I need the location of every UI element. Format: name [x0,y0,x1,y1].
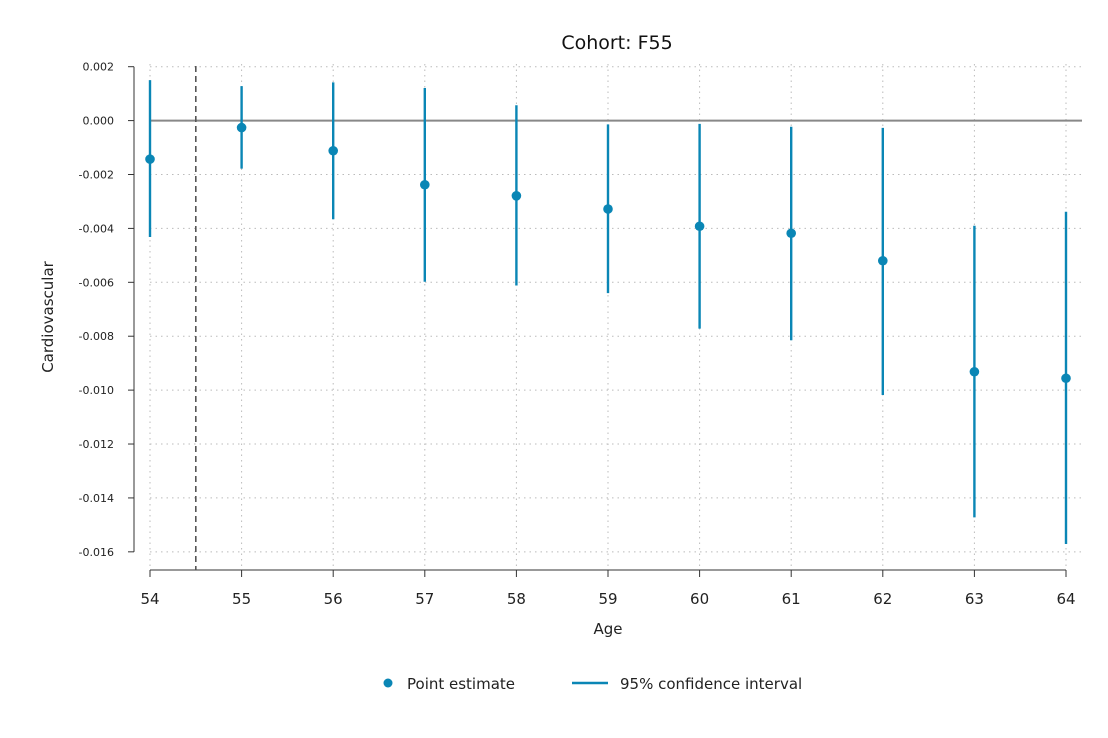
y-tick-label: -0.006 [79,276,114,289]
x-tick-label: 55 [232,590,251,608]
legend-interval-label: 95% confidence interval [620,675,802,693]
y-tick-label: -0.016 [79,546,114,559]
point-estimate-marker [603,204,613,214]
x-tick-label: 60 [690,590,709,608]
point-estimate-marker [786,228,796,239]
legend: Point estimate 95% confidence interval [383,675,802,693]
x-tick-label: 58 [507,590,526,608]
point-estimate-marker [236,122,247,133]
chart-title: Cohort: F55 [561,32,672,54]
point-estimate-marker [878,255,888,266]
y-tick-label: -0.002 [79,169,114,182]
point-estimate-marker [694,221,705,232]
y-tick-label: -0.010 [79,384,114,397]
x-tick-label: 64 [1056,590,1075,608]
y-tick-label: 0.000 [83,115,115,128]
y-axis-ticks: 0.002 0.000 -0.002 -0.004 -0.006 -0.008 -0.010… [79,61,135,559]
y-tick-label: 0.002 [83,61,115,74]
x-tick-label: 57 [415,590,434,608]
legend-point-marker [383,678,393,688]
x-tick-label: 63 [965,590,984,608]
x-tick-label: 62 [873,590,892,608]
grid [149,64,1082,568]
point-estimate-marker [420,179,430,190]
point-estimate-marker [328,145,339,156]
y-tick-label: -0.012 [79,438,114,451]
x-tick-label: 59 [598,590,617,608]
x-tick-label: 54 [140,590,159,608]
y-axis-label: Cardiovascular [39,260,57,372]
x-axis: 54 55 56 57 58 59 60 61 62 63 64 [140,569,1076,608]
y-tick-label: -0.014 [79,492,114,505]
point-estimate-marker [511,190,522,201]
x-tick-label: 56 [324,590,343,608]
y-tick-label: -0.004 [79,222,114,235]
x-axis-label: Age [593,620,622,638]
legend-point-label: Point estimate [407,675,515,693]
series-group [145,80,1071,545]
point-estimate-marker [145,154,155,164]
point-estimate-marker [1061,373,1071,384]
x-tick-label: 61 [782,590,801,608]
y-tick-label: -0.008 [79,330,114,343]
point-estimate-marker [969,366,980,377]
